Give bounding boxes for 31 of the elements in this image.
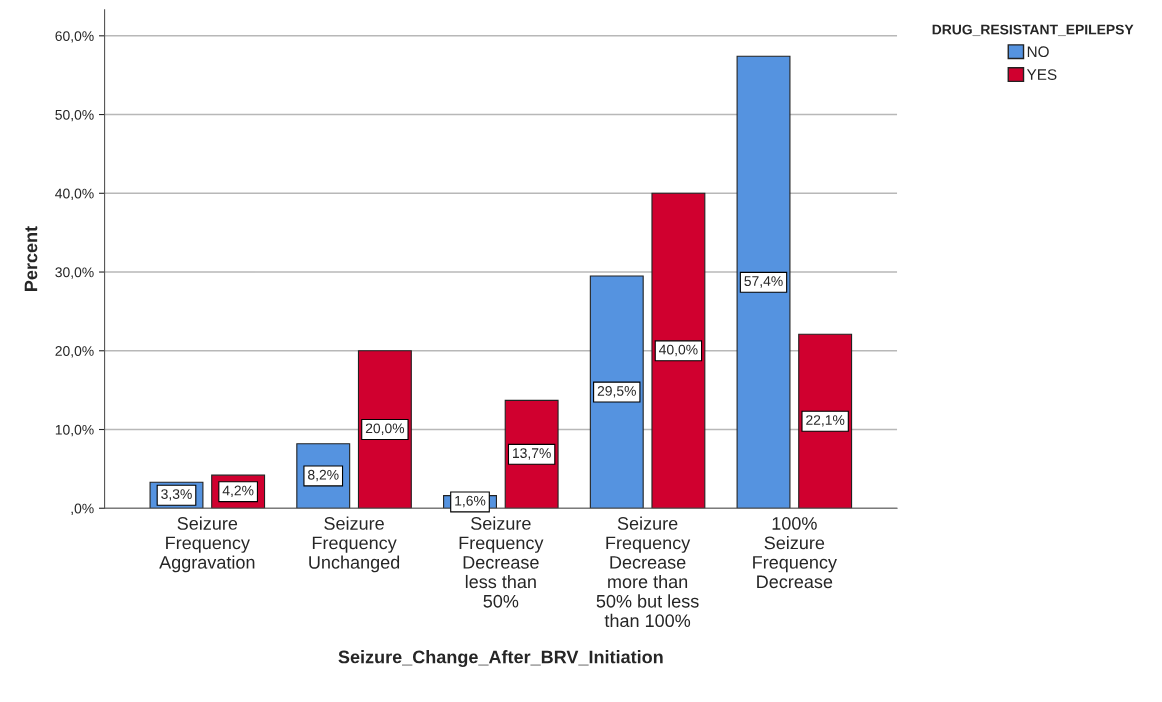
legend-label: YES [1026,69,1057,80]
data-label: 22,1% [806,415,845,427]
legend-title: DRUG_RESISTANT_EPILEPSY [932,24,1134,37]
x-tick-label: Seizure Frequency Aggravation [159,516,255,573]
y-tick-label: 20,0% [55,346,94,358]
data-label: 57,4% [744,276,783,288]
data-label: 13,7% [513,448,551,460]
y-tick-label: 50,0% [55,109,94,122]
bar [589,275,644,509]
bar [651,192,706,509]
data-label: 3,3% [161,489,192,501]
data-label: 29,5% [597,386,636,398]
y-tick-label: ,0% [71,503,94,516]
data-label: 4,2% [222,485,254,498]
data-label: 40,0% [659,344,698,357]
data-label: 8,2% [308,469,339,482]
data-label: 20,0% [365,423,405,435]
x-tick-label: Seizure Frequency Decrease less than 50% [459,516,544,608]
y-tick-label: 10,0% [55,424,94,437]
x-axis-title: Seizure_Change_After_BRV_Initiation [338,650,663,668]
x-tick-label: Seizure Frequency Decrease more than 50% but less than 100% [596,516,699,628]
y-axis-title: Percent [24,226,38,291]
y-tick-label: 40,0% [55,188,94,201]
bar [736,55,791,509]
x-tick-label: Seizure Frequency Unchanged [309,516,400,573]
bar [798,333,853,509]
y-tick-label: 60,0% [55,31,94,43]
y-tick-label: 30,0% [55,267,94,279]
x-tick-label: 100% Seizure Frequency Decrease [753,517,837,589]
legend-label: NO [1027,46,1049,58]
data-label: 1,6% [455,495,486,508]
